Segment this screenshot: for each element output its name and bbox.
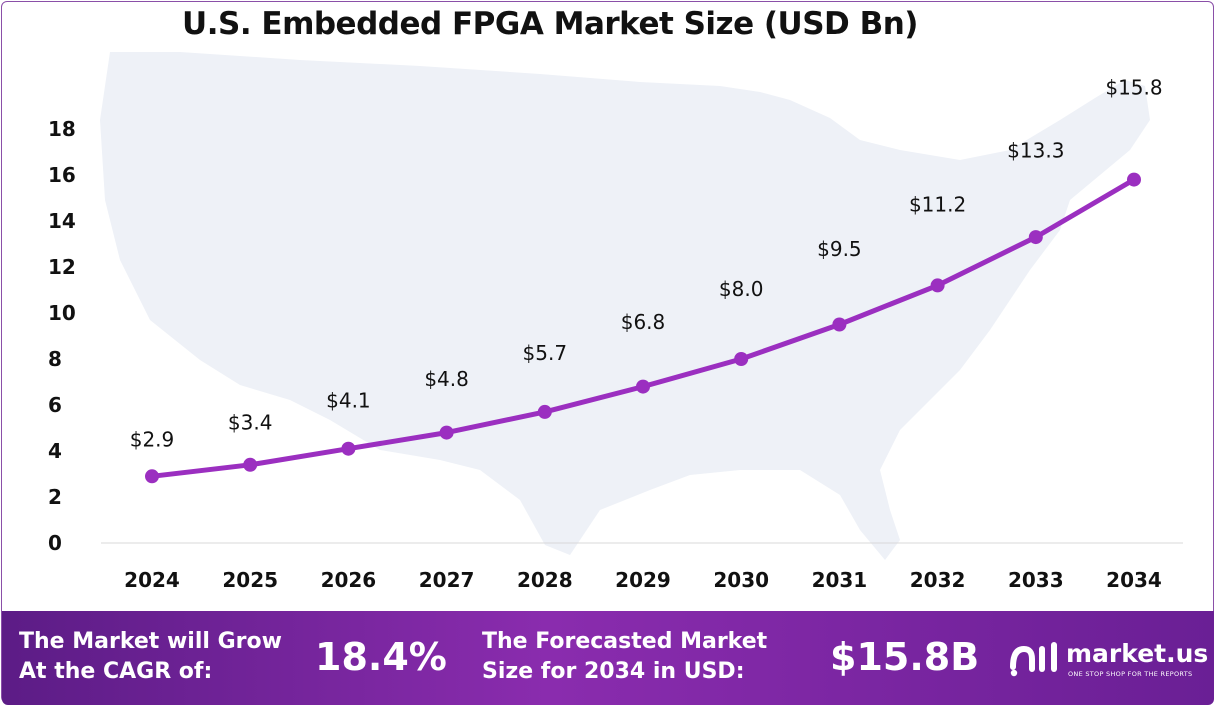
data-label: $3.4 bbox=[228, 410, 273, 434]
cagr-value: 18.4% bbox=[315, 635, 447, 679]
logo-name: market.us bbox=[1066, 639, 1209, 668]
data-label: $2.9 bbox=[130, 427, 175, 451]
y-tick-label: 4 bbox=[48, 439, 62, 463]
data-label: $8.0 bbox=[719, 277, 764, 301]
x-tick-label: 2028 bbox=[517, 568, 573, 592]
data-label: $9.5 bbox=[817, 237, 862, 261]
data-label: $4.1 bbox=[326, 389, 371, 413]
x-tick-label: 2025 bbox=[222, 568, 278, 592]
y-tick-label: 2 bbox=[48, 485, 62, 509]
y-tick-label: 0 bbox=[48, 531, 62, 555]
forecast-label: The Forecasted Market Size for 2034 in U… bbox=[482, 627, 767, 687]
data-point bbox=[1127, 172, 1141, 187]
usa-map-silhouette bbox=[100, 52, 1150, 560]
market-us-logo-icon bbox=[1010, 642, 1057, 677]
chart-title: U.S. Embedded FPGA Market Size (USD Bn) bbox=[182, 6, 918, 42]
data-label: $11.2 bbox=[909, 192, 966, 216]
x-tick-label: 2029 bbox=[615, 568, 671, 592]
data-point bbox=[537, 404, 552, 419]
cagr-label-line2: At the CAGR of: bbox=[19, 659, 213, 684]
data-point bbox=[734, 352, 749, 366]
data-point bbox=[1028, 230, 1043, 245]
x-tick-label: 2027 bbox=[419, 568, 475, 592]
x-tick-label: 2024 bbox=[124, 568, 180, 592]
y-tick-label: 6 bbox=[48, 393, 62, 417]
x-tick-label: 2034 bbox=[1106, 568, 1162, 592]
forecast-label-line2: Size for 2034 in USD: bbox=[482, 659, 745, 684]
y-tick-label: 8 bbox=[48, 347, 62, 371]
data-label: $13.3 bbox=[1007, 139, 1064, 163]
logo-tagline: ONE STOP SHOP FOR THE REPORTS bbox=[1068, 670, 1193, 678]
data-point bbox=[341, 441, 356, 456]
x-tick-label: 2026 bbox=[321, 568, 377, 592]
data-label: $4.8 bbox=[424, 367, 469, 391]
market-us-logo[interactable]: market.us ONE STOP SHOP FOR THE REPORTS bbox=[1008, 637, 1214, 687]
x-tick-label: 2032 bbox=[910, 568, 966, 592]
forecast-value: $15.8B bbox=[830, 635, 980, 679]
y-tick-label: 14 bbox=[48, 209, 76, 233]
data-point bbox=[636, 379, 650, 394]
data-point bbox=[439, 425, 454, 440]
cagr-label: The Market will Grow At the CAGR of: bbox=[19, 627, 282, 687]
x-tick-label: 2033 bbox=[1008, 568, 1064, 592]
data-label: $6.8 bbox=[621, 310, 666, 334]
cagr-label-line1: The Market will Grow bbox=[19, 629, 282, 654]
data-label: $15.8 bbox=[1105, 76, 1162, 100]
y-tick-label: 18 bbox=[48, 117, 76, 141]
y-tick-label: 12 bbox=[48, 255, 76, 279]
forecast-label-line1: The Forecasted Market bbox=[482, 629, 768, 654]
data-point bbox=[243, 457, 258, 472]
x-tick-label: 2031 bbox=[812, 568, 868, 592]
y-tick-label: 10 bbox=[48, 301, 76, 325]
data-point bbox=[832, 317, 847, 332]
footer-banner: The Market will Grow At the CAGR of: 18.… bbox=[2, 611, 1214, 705]
data-point bbox=[930, 278, 945, 293]
x-tick-label: 2030 bbox=[713, 568, 769, 592]
y-tick-label: 16 bbox=[48, 163, 76, 187]
data-label: $5.7 bbox=[523, 341, 568, 365]
data-point bbox=[145, 469, 159, 484]
